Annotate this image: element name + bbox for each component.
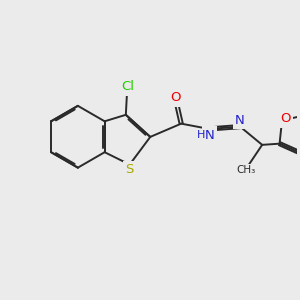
Text: S: S [125, 164, 134, 176]
Text: CH₃: CH₃ [236, 166, 256, 176]
Text: O: O [170, 91, 181, 104]
Text: N: N [235, 114, 245, 127]
Text: H: H [197, 130, 205, 140]
Text: N: N [204, 129, 214, 142]
Text: Cl: Cl [121, 80, 134, 93]
Text: O: O [280, 112, 291, 125]
